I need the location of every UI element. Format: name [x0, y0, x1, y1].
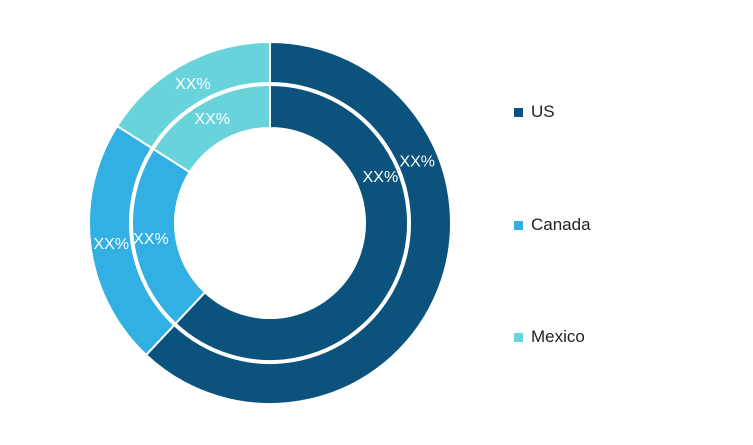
- inner-slice-label-canada: XX%: [133, 231, 169, 248]
- outer-slice-label-mexico: XX%: [175, 76, 211, 93]
- inner-slice-mexico[interactable]: [152, 83, 271, 174]
- legend-label-mexico: Mexico: [531, 327, 585, 346]
- legend-label-us: US: [531, 102, 555, 121]
- outer-slice-label-us: XX%: [399, 153, 435, 170]
- outer-slice-mexico[interactable]: [115, 40, 271, 150]
- chart-legend: US Canada Mexico: [514, 0, 744, 445]
- inner-slice-label-us: XX%: [363, 169, 399, 186]
- inner-ring: [131, 83, 409, 362]
- legend-swatch-canada: [514, 220, 523, 230]
- legend-swatch-mexico: [514, 332, 523, 342]
- slice-labels: XX%XX%XX%XX%XX%XX%: [93, 76, 435, 253]
- legend-label-canada: Canada: [531, 215, 591, 234]
- legend-item-mexico[interactable]: Mexico: [514, 327, 585, 347]
- legend-item-canada[interactable]: Canada: [514, 215, 591, 235]
- legend-swatch-us: [514, 107, 523, 117]
- outer-ring: [88, 40, 452, 405]
- inner-slice-label-mexico: XX%: [194, 111, 230, 128]
- legend-item-us[interactable]: US: [514, 102, 555, 122]
- outer-slice-label-canada: XX%: [93, 236, 129, 253]
- outer-slice-us[interactable]: [144, 40, 452, 405]
- inner-slice-us[interactable]: [174, 83, 409, 362]
